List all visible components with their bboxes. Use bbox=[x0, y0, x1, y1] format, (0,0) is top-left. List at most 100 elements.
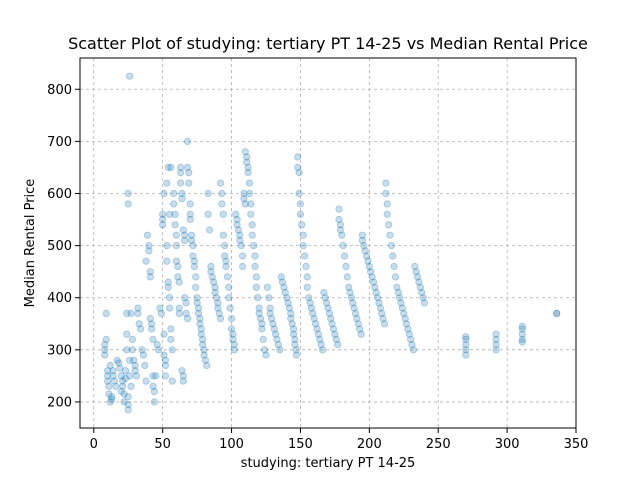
data-point bbox=[413, 273, 422, 281]
data-point bbox=[192, 283, 200, 291]
data-point bbox=[271, 330, 280, 338]
data-point bbox=[281, 288, 289, 297]
data-point bbox=[211, 288, 219, 297]
data-point bbox=[248, 221, 256, 229]
data-point bbox=[105, 390, 113, 398]
data-point bbox=[415, 278, 423, 286]
x-tick-label: 300 bbox=[495, 437, 520, 452]
data-point bbox=[412, 268, 420, 276]
data-point bbox=[462, 340, 470, 349]
data-point bbox=[228, 314, 236, 323]
data-point bbox=[418, 288, 426, 297]
data-point bbox=[294, 163, 302, 171]
data-point bbox=[292, 346, 300, 354]
data-point bbox=[171, 221, 179, 229]
data-point bbox=[126, 72, 134, 80]
data-point bbox=[167, 335, 175, 343]
data-point bbox=[420, 299, 428, 307]
data-point bbox=[318, 346, 327, 354]
data-point bbox=[296, 200, 304, 208]
data-point bbox=[305, 294, 313, 302]
data-point bbox=[102, 335, 110, 343]
data-point bbox=[335, 215, 343, 224]
data-point bbox=[278, 278, 287, 286]
data-point bbox=[400, 309, 408, 317]
data-point bbox=[207, 262, 215, 271]
x-tick-label: 350 bbox=[564, 437, 589, 452]
data-point bbox=[131, 367, 139, 375]
data-point bbox=[295, 169, 303, 177]
data-point bbox=[171, 210, 179, 218]
data-point bbox=[230, 340, 238, 349]
data-point bbox=[368, 273, 376, 281]
data-point bbox=[117, 372, 125, 380]
data-point bbox=[342, 262, 350, 271]
data-point bbox=[106, 398, 114, 406]
data-point bbox=[288, 320, 296, 328]
data-point bbox=[200, 351, 208, 359]
data-point bbox=[102, 309, 110, 317]
data-point bbox=[295, 189, 303, 198]
data-point bbox=[207, 268, 215, 276]
data-point bbox=[351, 309, 360, 317]
data-point bbox=[329, 325, 338, 333]
data-point bbox=[492, 335, 500, 343]
data-point bbox=[303, 283, 311, 291]
data-point bbox=[205, 226, 214, 234]
data-point bbox=[322, 299, 331, 307]
data-point bbox=[320, 288, 328, 297]
data-point bbox=[345, 283, 353, 291]
data-point bbox=[236, 236, 244, 244]
data-point bbox=[263, 283, 271, 291]
data-point bbox=[197, 330, 205, 338]
data-point bbox=[156, 304, 164, 312]
data-point bbox=[266, 309, 274, 317]
data-point bbox=[153, 340, 161, 349]
data-point bbox=[405, 330, 413, 338]
x-tick-label: 250 bbox=[426, 437, 451, 452]
data-point bbox=[339, 242, 347, 250]
data-point bbox=[240, 189, 248, 198]
data-point bbox=[163, 179, 171, 187]
data-point bbox=[398, 304, 406, 312]
y-tick-label: 600 bbox=[47, 187, 72, 202]
data-point bbox=[190, 257, 198, 265]
data-point bbox=[141, 361, 149, 370]
data-point bbox=[204, 189, 212, 198]
data-point bbox=[135, 320, 143, 328]
data-point bbox=[350, 304, 358, 312]
data-point bbox=[146, 273, 154, 281]
data-point bbox=[179, 377, 187, 385]
data-point bbox=[245, 189, 254, 198]
data-point bbox=[149, 335, 157, 343]
data-point bbox=[101, 351, 109, 359]
data-point bbox=[149, 372, 157, 380]
data-point bbox=[291, 335, 299, 343]
data-point bbox=[178, 195, 186, 203]
data-point bbox=[358, 236, 366, 244]
data-point bbox=[395, 294, 404, 302]
data-point bbox=[240, 195, 248, 203]
data-point bbox=[181, 294, 189, 302]
data-point bbox=[124, 400, 132, 409]
data-point bbox=[236, 231, 244, 239]
data-point bbox=[186, 200, 194, 208]
data-point bbox=[289, 325, 298, 333]
data-point bbox=[313, 325, 321, 333]
data-point bbox=[244, 163, 252, 171]
data-point bbox=[254, 294, 262, 302]
data-point bbox=[219, 231, 227, 239]
data-point bbox=[175, 278, 183, 286]
data-point bbox=[298, 221, 306, 229]
data-point bbox=[327, 314, 335, 323]
data-point bbox=[124, 189, 132, 198]
data-point bbox=[266, 304, 274, 312]
data-point bbox=[178, 367, 186, 375]
data-point bbox=[324, 304, 332, 312]
data-point bbox=[148, 320, 156, 328]
data-point bbox=[292, 351, 300, 359]
data-point bbox=[189, 242, 197, 250]
data-point bbox=[108, 395, 116, 403]
data-point bbox=[255, 309, 263, 317]
data-point bbox=[168, 377, 176, 385]
